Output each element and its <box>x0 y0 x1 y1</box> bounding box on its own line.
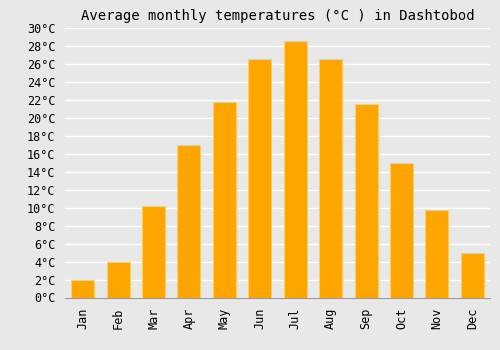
Bar <box>354 104 378 298</box>
Bar <box>426 210 448 298</box>
Bar <box>284 42 306 298</box>
Title: Average monthly temperatures (°C ) in Dashtobod: Average monthly temperatures (°C ) in Da… <box>80 9 474 23</box>
Bar <box>319 60 342 298</box>
Bar <box>213 102 236 298</box>
Bar <box>248 60 272 298</box>
Bar <box>178 145 201 298</box>
Bar <box>106 261 130 298</box>
Bar <box>461 253 484 298</box>
Bar <box>142 206 165 298</box>
Bar <box>71 280 94 298</box>
Bar <box>390 163 413 298</box>
